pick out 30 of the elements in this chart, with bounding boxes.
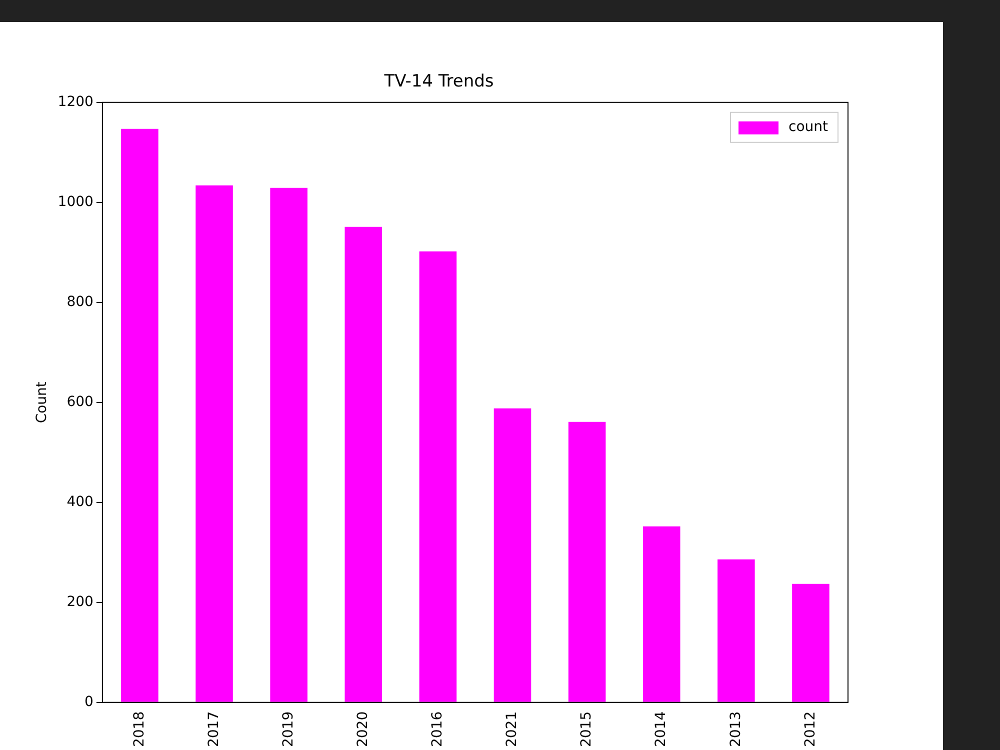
x-tick-label: 2018 xyxy=(131,711,148,748)
bar xyxy=(494,408,532,702)
y-tick-label: 1000 xyxy=(58,194,94,210)
x-tick-label: 2021 xyxy=(504,711,520,748)
x-tick-label: 2015 xyxy=(578,711,595,748)
bar xyxy=(718,559,755,702)
y-tick-label: 0 xyxy=(84,694,94,710)
y-tick-label: 600 xyxy=(66,394,94,410)
bar xyxy=(642,526,680,702)
x-tick-label: 2017 xyxy=(206,711,222,748)
x-tick-label: 2012 xyxy=(802,711,818,748)
legend-label: count xyxy=(788,119,829,136)
chart-title: TV-14 Trends xyxy=(383,72,494,92)
x-tick-label: 2014 xyxy=(653,711,670,748)
bar xyxy=(270,188,308,702)
bar xyxy=(792,584,830,702)
y-axis-title: Count xyxy=(34,381,50,424)
bar xyxy=(568,422,606,702)
y-tick-label: 400 xyxy=(66,494,94,510)
x-tick-label: 2019 xyxy=(280,711,296,748)
y-tick-label: 1200 xyxy=(58,94,94,110)
bar xyxy=(419,251,457,702)
x-tick-label: 2013 xyxy=(728,711,744,748)
bar xyxy=(196,185,233,702)
y-tick-label: 800 xyxy=(66,294,94,310)
y-tick-label: 200 xyxy=(66,594,94,610)
x-tick-label: 2020 xyxy=(355,711,372,748)
bar xyxy=(121,128,158,702)
bar xyxy=(344,226,382,702)
x-tick-label: 2016 xyxy=(430,711,446,748)
